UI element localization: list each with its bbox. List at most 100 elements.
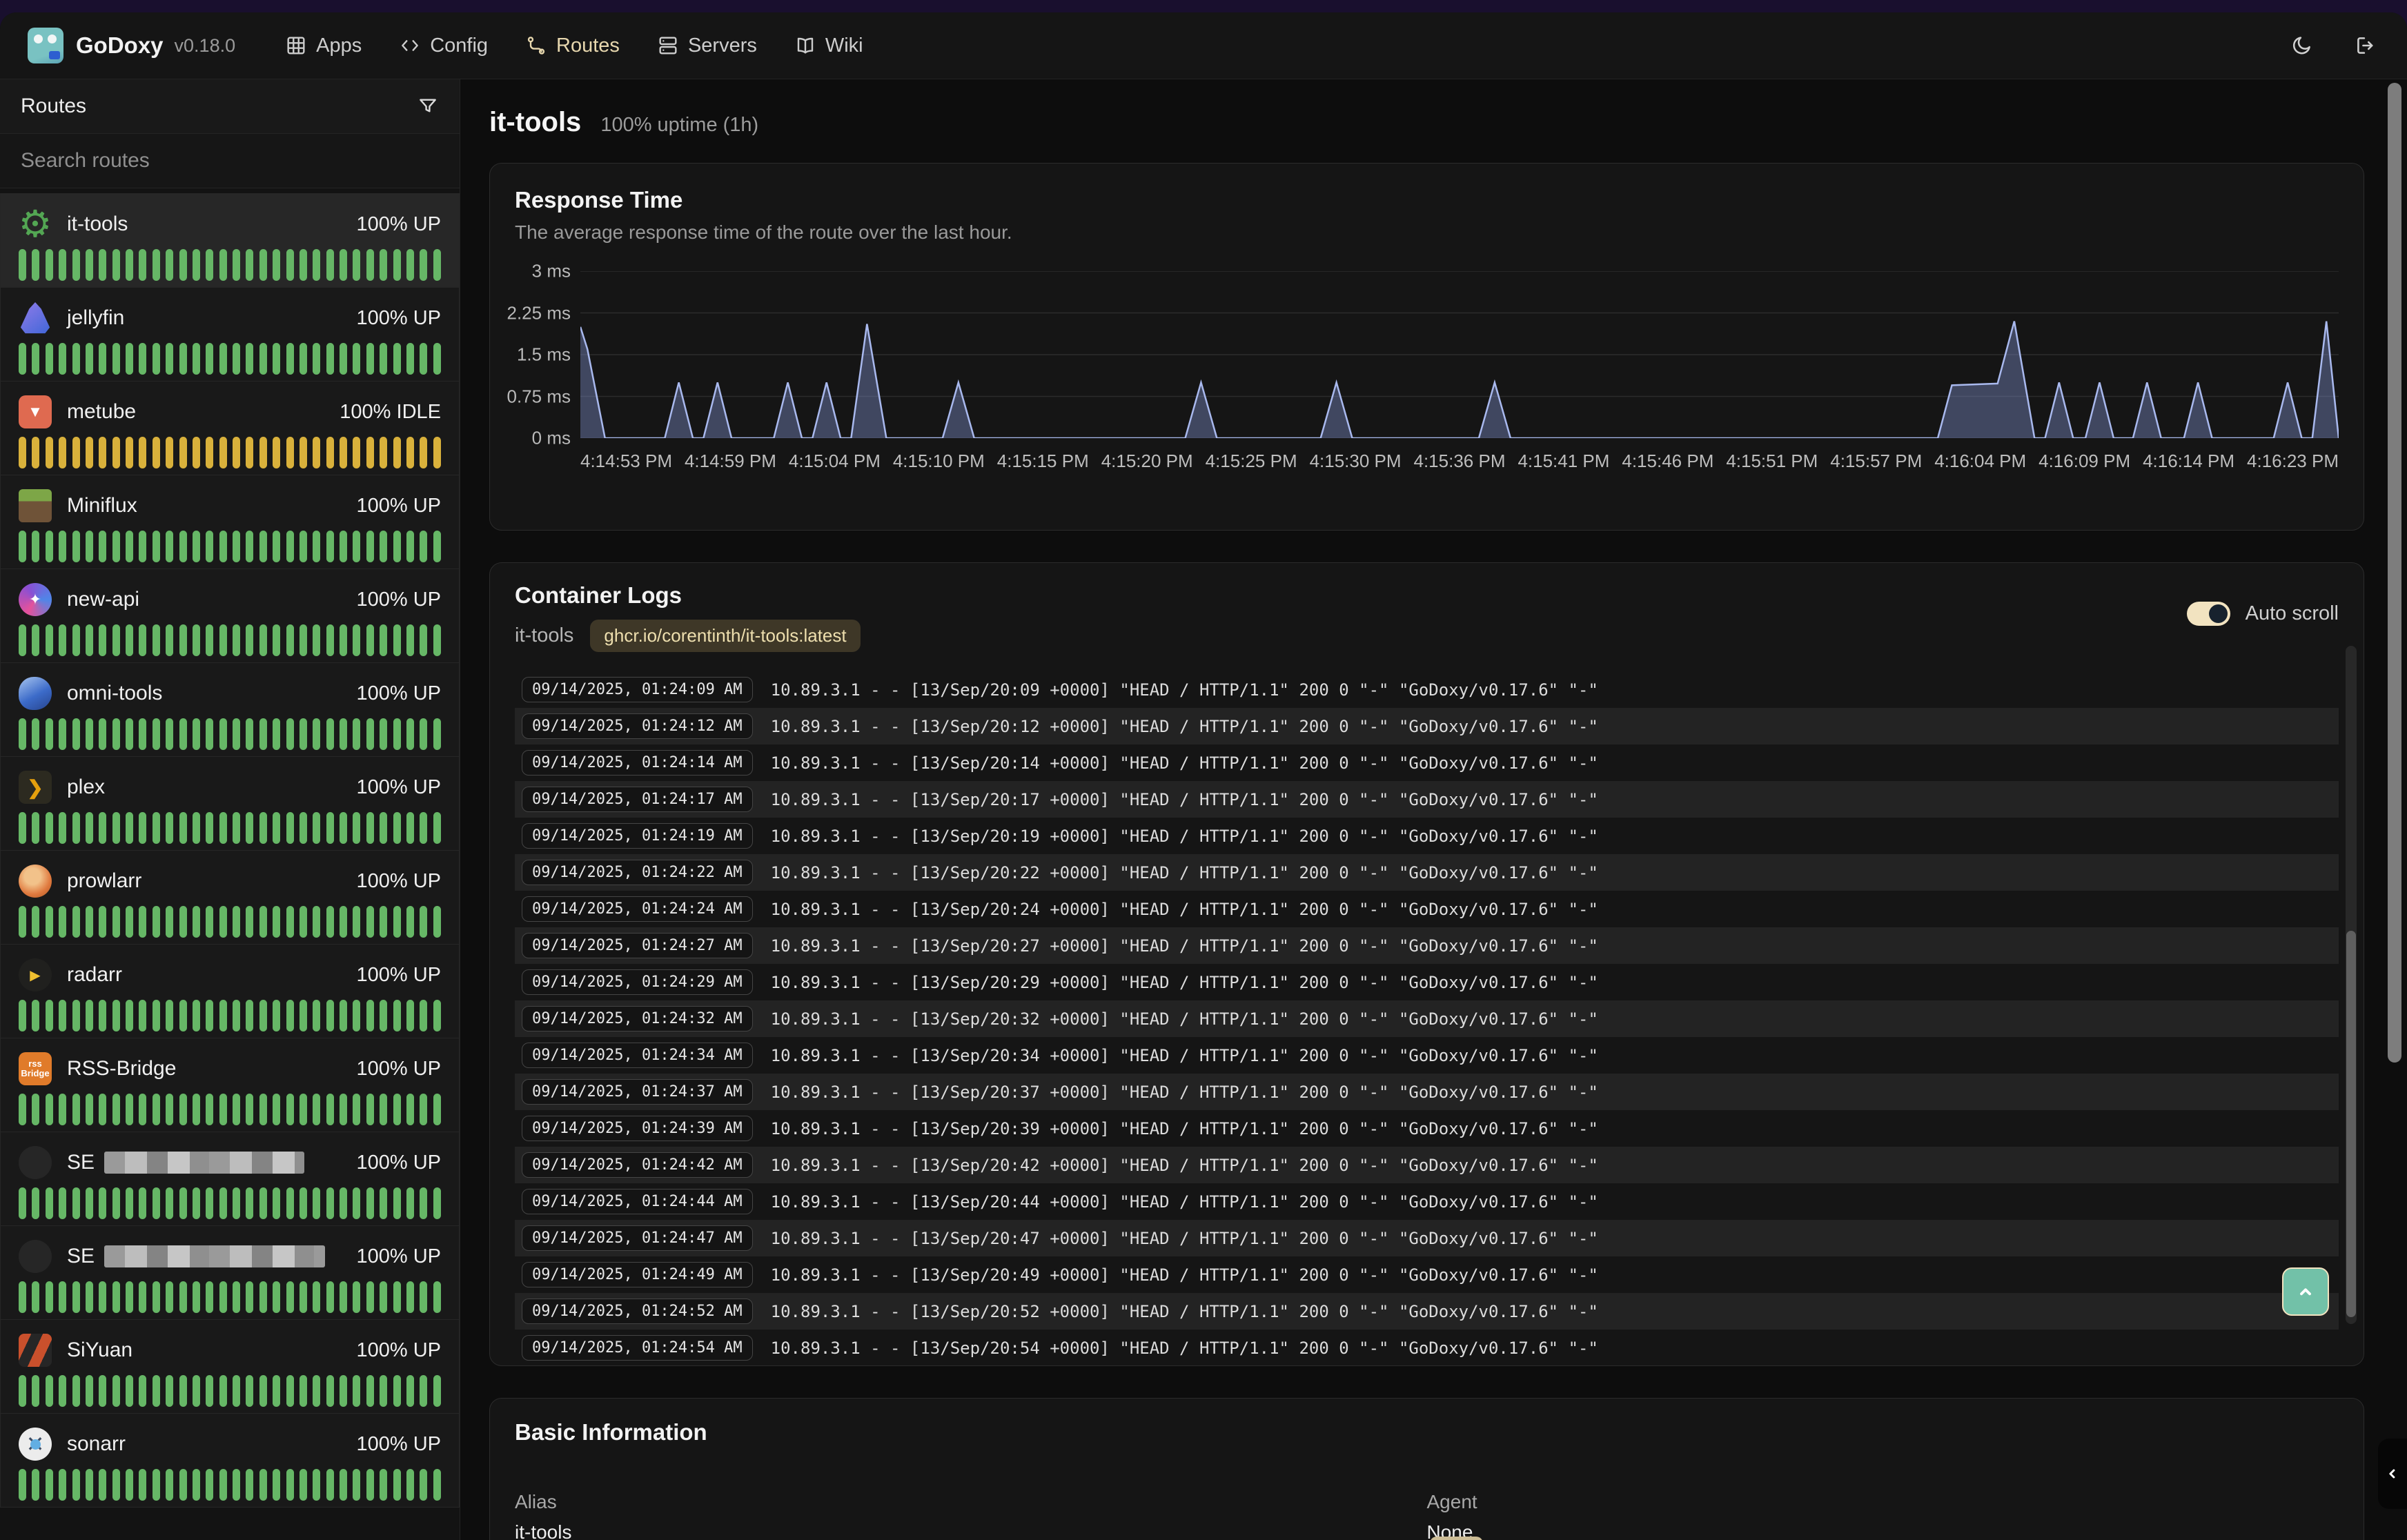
logout-button[interactable] <box>2352 32 2379 59</box>
nav-item-apps[interactable]: Apps <box>285 34 362 57</box>
omnitools-icon <box>19 677 52 710</box>
autoscroll-toggle[interactable] <box>2186 602 2230 626</box>
x-tick-label: 4:15:25 PM <box>1205 451 1297 471</box>
page-title: it-tools <box>489 107 582 137</box>
log-row: 09/14/2025, 01:24:24 AM 10.89.3.1 - - [13… <box>515 891 2339 927</box>
route-item-radarr[interactable]: ▶ radarr 100% UP <box>0 944 460 1038</box>
filter-button[interactable] <box>417 95 439 117</box>
log-timestamp-chip: 09/14/2025, 01:24:14 AM <box>522 750 753 776</box>
health-bars <box>19 1469 441 1501</box>
route-name: omni-tools <box>67 682 163 704</box>
health-bars <box>19 718 441 750</box>
route-item-prowlarr[interactable]: prowlarr 100% UP <box>0 850 460 945</box>
log-message: 10.89.3.1 - - [13/Sep/20:12 +0000] "HEAD… <box>770 716 1598 736</box>
route-status: 100% UP <box>356 306 441 329</box>
x-tick-label: 4:15:51 PM <box>1726 451 1818 471</box>
sidebar-title: Routes <box>21 95 87 117</box>
route-status: 100% UP <box>356 963 441 986</box>
basic-badge <box>1430 1537 1483 1540</box>
route-item-metube[interactable]: ▼ metube 100% IDLE <box>0 381 460 475</box>
log-message: 10.89.3.1 - - [13/Sep/20:44 +0000] "HEAD… <box>770 1192 1598 1212</box>
route-item-it-tools[interactable]: ⚙ it-tools 100% UP <box>0 193 460 288</box>
drawer-handle[interactable] <box>2378 1439 2407 1509</box>
search-routes-input[interactable] <box>0 134 460 188</box>
code-icon <box>402 40 419 51</box>
route-status: 100% UP <box>356 776 441 798</box>
route-item-miniflux[interactable]: Miniflux 100% UP <box>0 475 460 569</box>
field-value: None <box>1426 1521 1473 1540</box>
route-item-sonarr[interactable]: ✕ sonarr 100% UP <box>0 1413 460 1508</box>
log-timestamp-chip: 09/14/2025, 01:24:17 AM <box>522 787 753 812</box>
se-icon <box>19 1240 52 1273</box>
log-row: 09/14/2025, 01:24:09 AM 10.89.3.1 - - [13… <box>515 671 2339 708</box>
content: Routes ⚙ it-tools 100% UP jellyfin 100% UP ▼ m… <box>0 79 2407 1540</box>
basic-field-alias: Alias it-tools <box>515 1491 1427 1540</box>
log-row: 09/14/2025, 01:24:44 AM 10.89.3.1 - - [13… <box>515 1183 2339 1220</box>
basic-field-agent: Agent None <box>1427 1491 2339 1540</box>
route-item-jellyfin[interactable]: jellyfin 100% UP <box>0 287 460 382</box>
nav-item-wiki[interactable]: Wiki <box>794 34 863 57</box>
servers-icon <box>659 37 677 55</box>
log-row: 09/14/2025, 01:24:17 AM 10.89.3.1 - - [13… <box>515 781 2339 818</box>
route-item-omni-tools[interactable]: omni-tools 100% UP <box>0 662 460 757</box>
log-timestamp-chip: 09/14/2025, 01:24:29 AM <box>522 969 753 995</box>
log-scrollbar-thumb[interactable] <box>2346 930 2356 1318</box>
log-row: 09/14/2025, 01:24:27 AM 10.89.3.1 - - [13… <box>515 927 2339 964</box>
book-icon <box>797 37 814 54</box>
x-tick-label: 4:15:20 PM <box>1101 451 1193 471</box>
health-bars <box>19 624 441 656</box>
log-scrollbar[interactable] <box>2346 646 2357 1324</box>
theme-toggle-button[interactable] <box>2288 32 2316 59</box>
container-logs-card: Container Logs it-tools ghcr.io/corentin… <box>489 562 2364 1366</box>
route-item-se-2[interactable]: SE 100% UP <box>0 1225 460 1320</box>
route-name: jellyfin <box>67 306 125 329</box>
y-tick-label: 0.75 ms <box>507 386 571 406</box>
route-list[interactable]: ⚙ it-tools 100% UP jellyfin 100% UP ▼ metube 10… <box>0 188 460 1540</box>
route-status: 100% UP <box>356 1339 441 1361</box>
scroll-to-top-button[interactable] <box>2282 1267 2329 1316</box>
redacted-name <box>104 1152 305 1174</box>
log-row: 09/14/2025, 01:24:34 AM 10.89.3.1 - - [13… <box>515 1037 2339 1074</box>
route-item-plex[interactable]: ❯ plex 100% UP <box>0 756 460 851</box>
brand-name: GoDoxy <box>76 32 164 58</box>
x-tick-label: 4:15:10 PM <box>892 451 985 471</box>
x-tick-label: 4:16:23 PM <box>2247 451 2339 471</box>
log-list[interactable]: 09/14/2025, 01:24:09 AM 10.89.3.1 - - [13… <box>515 671 2339 1366</box>
nav-item-routes[interactable]: Routes <box>525 34 620 57</box>
y-tick-label: 1.5 ms <box>516 344 571 365</box>
route-item-rss-bridge[interactable]: rss Bridge RSS-Bridge 100% UP <box>0 1038 460 1132</box>
response-time-chart: 3 ms 2.25 ms 1.5 ms 0.75 ms 0 ms <box>507 261 2339 448</box>
x-tick-label: 4:15:41 PM <box>1517 451 1610 471</box>
health-bars <box>19 1000 441 1031</box>
route-name: metube <box>67 400 137 423</box>
chart-x-axis: 4:14:53 PM 4:14:59 PM 4:15:04 PM 4:15:10 PM… <box>580 451 2339 472</box>
y-tick-label: 0 ms <box>531 427 571 448</box>
log-message: 10.89.3.1 - - [13/Sep/20:39 +0000] "HEAD… <box>770 1118 1598 1138</box>
logs-subrow: it-tools ghcr.io/corentinth/it-tools:lat… <box>515 620 2339 652</box>
log-timestamp-chip: 09/14/2025, 01:24:42 AM <box>522 1152 753 1178</box>
route-item-new-api[interactable]: ✦ new-api 100% UP <box>0 569 460 663</box>
x-tick-label: 4:15:15 PM <box>996 451 1089 471</box>
metube-icon: ▼ <box>19 395 52 428</box>
page-scrollbar[interactable] <box>2388 83 2401 1063</box>
x-tick-label: 4:15:04 PM <box>788 451 881 471</box>
nav-item-config[interactable]: Config <box>399 34 488 57</box>
response-time-subtitle: The average response time of the route o… <box>515 221 1012 243</box>
image-badge: ghcr.io/corentinth/it-tools:latest <box>590 620 861 652</box>
route-item-se-1[interactable]: SE 100% UP <box>0 1132 460 1226</box>
route-name: plex <box>67 776 106 798</box>
log-row: 09/14/2025, 01:24:22 AM 10.89.3.1 - - [13… <box>515 854 2339 891</box>
sidebar-header: Routes <box>0 79 460 134</box>
field-label: Agent <box>1426 1491 1477 1512</box>
response-time-title: Response Time <box>515 187 683 213</box>
main-panel[interactable]: it-tools 100% uptime (1h) Response Time … <box>460 79 2407 1540</box>
log-timestamp-chip: 09/14/2025, 01:24:09 AM <box>522 677 753 702</box>
log-timestamp-chip: 09/14/2025, 01:24:27 AM <box>522 933 753 958</box>
log-message: 10.89.3.1 - - [13/Sep/20:49 +0000] "HEAD… <box>770 1265 1598 1285</box>
chevron-up-icon <box>2300 1288 2311 1296</box>
x-tick-label: 4:16:04 PM <box>1934 451 2027 471</box>
log-timestamp-chip: 09/14/2025, 01:24:52 AM <box>522 1299 753 1324</box>
route-item-siyuan[interactable]: SiYuan 100% UP <box>0 1319 460 1414</box>
container-logs-title: Container Logs <box>515 582 682 608</box>
nav-item-servers[interactable]: Servers <box>657 34 757 57</box>
